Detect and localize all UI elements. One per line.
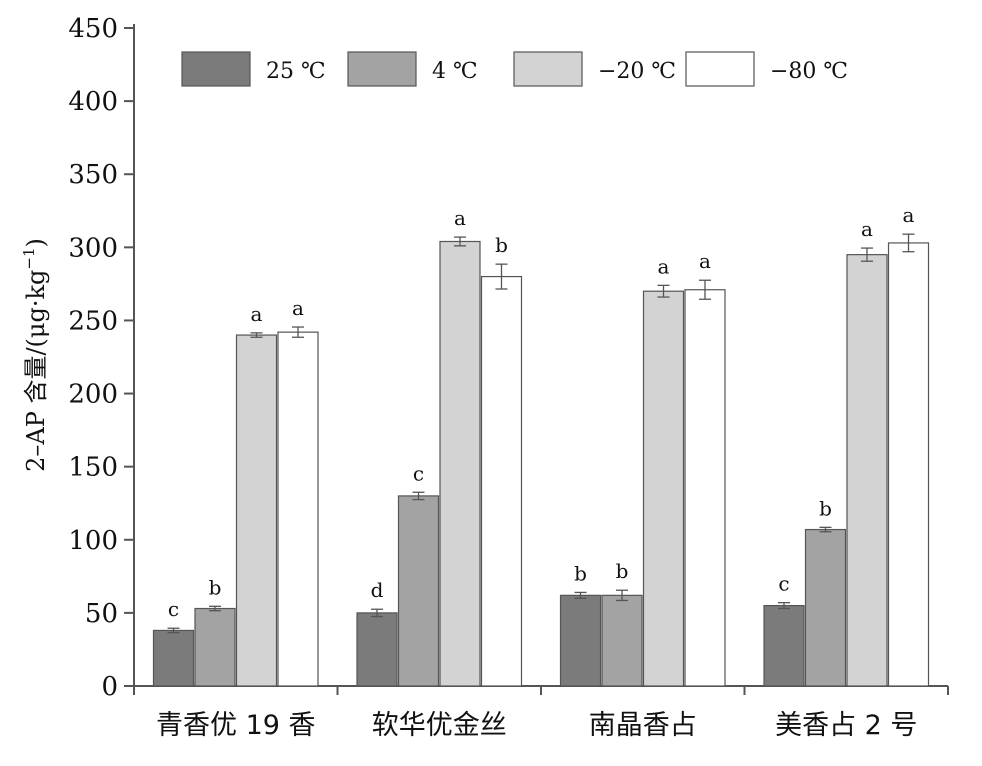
bar <box>152 629 195 687</box>
y-tick-label: 250 <box>68 306 118 336</box>
bar <box>804 528 847 687</box>
svg-text:2–AP 含量/(μg·kg−1): 2–AP 含量/(μg·kg−1) <box>20 238 50 472</box>
significance-label: d <box>371 578 384 602</box>
x-category-label: 青香优 19 香 <box>156 710 316 741</box>
bar <box>194 607 236 687</box>
y-tick-label: 0 <box>101 672 118 702</box>
bar <box>887 242 930 687</box>
bar <box>277 331 319 687</box>
y-axis-label-superscript: −1 <box>20 247 38 269</box>
bar <box>642 290 685 687</box>
significance-label: b <box>209 575 222 599</box>
significance-label: b <box>819 496 832 520</box>
significance-label: a <box>251 302 263 326</box>
legend-label: −20 ℃ <box>598 59 676 84</box>
legend: 25 ℃ 4 ℃ −20 ℃ −80 ℃ <box>181 51 848 87</box>
y-tick-label: 200 <box>68 380 118 410</box>
y-tick-label: 350 <box>68 160 118 190</box>
significance-label: c <box>413 461 424 485</box>
bar <box>763 604 805 687</box>
legend-swatch <box>513 51 583 87</box>
significance-label: a <box>292 296 304 320</box>
bar <box>235 334 278 687</box>
legend-label: 25 ℃ <box>266 59 326 84</box>
x-category-label: 南晶香占 <box>589 710 697 741</box>
y-axis-label-close: ) <box>22 238 50 247</box>
x-category-label: 软华优金丝 <box>372 710 507 741</box>
y-tick-label: 300 <box>68 233 118 263</box>
y-tick-label: 100 <box>68 526 118 556</box>
significance-label: a <box>861 217 873 241</box>
significance-label: a <box>699 249 711 273</box>
legend-swatch <box>347 51 417 87</box>
significance-label: a <box>903 203 915 227</box>
significance-label: c <box>778 572 789 596</box>
legend-label: 4 ℃ <box>432 59 478 84</box>
y-tick-label: 450 <box>68 14 118 44</box>
y-tick-label: 150 <box>68 453 118 483</box>
bar <box>439 240 481 687</box>
legend-swatch <box>685 51 755 87</box>
y-axis-label: 2–AP 含量/(μg·kg−1) <box>20 238 50 472</box>
bar <box>356 612 398 687</box>
significance-label: c <box>168 597 179 621</box>
legend-swatch <box>181 51 251 87</box>
bar <box>684 289 726 687</box>
significance-label: a <box>454 206 466 230</box>
bar <box>846 254 888 687</box>
significance-label: b <box>574 561 587 585</box>
bar <box>601 594 643 687</box>
y-tick-label: 400 <box>68 87 118 117</box>
bar <box>480 275 523 687</box>
bar <box>559 594 602 687</box>
significance-label: b <box>616 559 629 583</box>
x-category-label: 美香占 2 号 <box>775 710 917 741</box>
significance-label: a <box>658 254 670 278</box>
bars: c b a a d c a b b b a a c b a a <box>152 203 930 687</box>
y-axis-label-main: 2–AP 含量/(μg·kg <box>22 270 50 472</box>
axes: 0 50 100 150 200 250 300 350 400 450 青香优 19 香 软华优金丝… <box>68 14 949 741</box>
bar <box>397 495 440 687</box>
legend-label: −80 ℃ <box>770 59 848 84</box>
y-tick-label: 50 <box>85 599 118 629</box>
significance-label: b <box>495 233 508 257</box>
